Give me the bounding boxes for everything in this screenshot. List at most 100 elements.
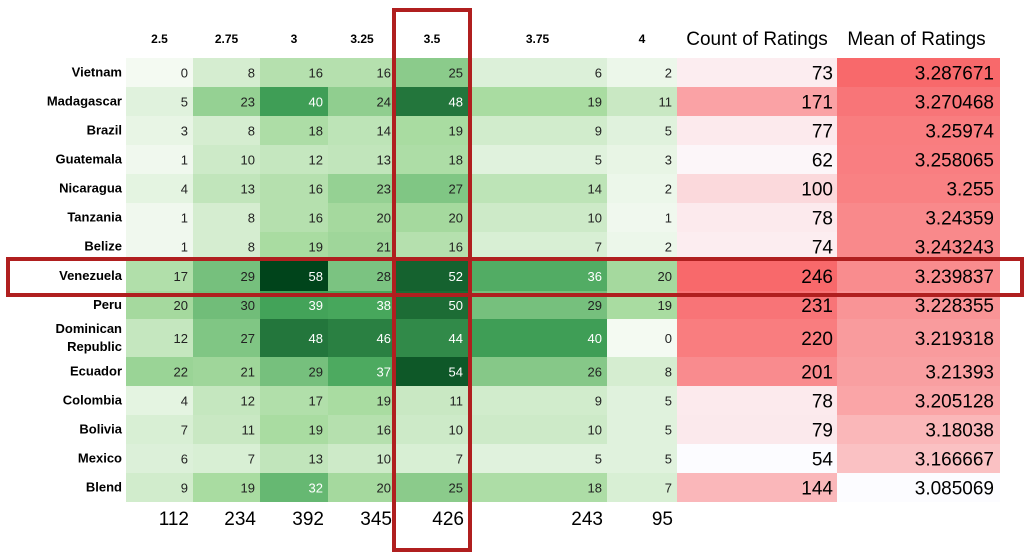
count-cell xyxy=(677,116,837,145)
cell-value: 1 xyxy=(181,211,188,226)
cell-value: 20 xyxy=(174,298,188,313)
cell-value: 29 xyxy=(588,298,602,313)
cell-value: 40 xyxy=(309,95,323,110)
cell-value: 2 xyxy=(665,182,672,197)
heatmap-cell xyxy=(396,473,468,502)
heatmap-cell xyxy=(607,232,677,261)
cell-value: 1 xyxy=(181,153,188,168)
mean-cell xyxy=(837,473,1000,502)
heatmap-cell xyxy=(260,261,328,291)
cell-value: 9 xyxy=(181,481,188,496)
heatmap-cell xyxy=(468,116,607,145)
count-cell xyxy=(677,145,837,174)
count-value: 78 xyxy=(812,209,833,230)
heatmap-cell xyxy=(396,357,468,386)
cell-value: 48 xyxy=(449,95,463,110)
heatmap-cell xyxy=(193,357,260,386)
heatmap-cell xyxy=(607,58,677,87)
heatmap-cell xyxy=(396,232,468,261)
cell-value: 16 xyxy=(377,66,391,81)
mean-cell xyxy=(837,261,1000,291)
heatmap-cell xyxy=(607,319,677,357)
count-value: 144 xyxy=(801,479,833,500)
heatmap-cell xyxy=(607,261,677,291)
count-cell xyxy=(677,415,837,444)
cell-value: 2 xyxy=(665,66,672,81)
cell-value: 8 xyxy=(248,240,255,255)
heatmap-cell xyxy=(260,87,328,116)
cell-value: 44 xyxy=(449,331,463,346)
mean-cell xyxy=(837,319,1000,357)
cell-value: 4 xyxy=(181,182,188,197)
heatmap-cell xyxy=(396,145,468,174)
highlight-row-box xyxy=(6,257,1024,297)
count-cell xyxy=(677,319,837,357)
heatmap-cell xyxy=(607,116,677,145)
mean-value: 3.228355 xyxy=(915,296,994,317)
mean-cell xyxy=(837,58,1000,87)
heatmap-cell xyxy=(193,203,260,232)
cell-value: 11 xyxy=(659,95,673,110)
cell-value: 5 xyxy=(665,124,672,139)
mean-header: Mean of Ratings xyxy=(847,29,985,50)
cell-value: 14 xyxy=(377,124,391,139)
cell-value: 7 xyxy=(595,240,602,255)
cell-value: 13 xyxy=(309,452,323,467)
heatmap-cell xyxy=(328,386,396,415)
mean-value: 3.287671 xyxy=(915,64,994,85)
column-header: 3 xyxy=(291,32,298,46)
heatmap-cell xyxy=(126,444,193,473)
cell-value: 18 xyxy=(588,481,602,496)
row-label: Venezuela xyxy=(59,268,123,283)
heatmap-cell xyxy=(328,357,396,386)
heatmap-cell xyxy=(328,174,396,203)
cell-value: 5 xyxy=(665,423,672,438)
heatmap-cell xyxy=(607,473,677,502)
heatmap-cell xyxy=(193,319,260,357)
count-cell xyxy=(677,174,837,203)
heatmap-cell xyxy=(468,174,607,203)
mean-value: 3.219318 xyxy=(915,329,994,350)
mean-cell xyxy=(837,116,1000,145)
heatmap-cell xyxy=(193,415,260,444)
heatmap-cell xyxy=(193,87,260,116)
cell-value: 22 xyxy=(174,365,188,380)
cell-value: 38 xyxy=(377,298,391,313)
count-value: 54 xyxy=(812,450,834,471)
cell-value: 3 xyxy=(665,153,672,168)
highlight-column-box xyxy=(392,8,472,552)
cell-value: 8 xyxy=(248,211,255,226)
count-cell xyxy=(677,58,837,87)
mean-cell xyxy=(837,145,1000,174)
cell-value: 19 xyxy=(449,124,463,139)
heatmap-cell xyxy=(468,58,607,87)
count-cell xyxy=(677,203,837,232)
heatmap-cell xyxy=(396,261,468,291)
mean-value: 3.243243 xyxy=(915,238,994,259)
cell-value: 7 xyxy=(248,452,255,467)
heatmap-cell xyxy=(126,473,193,502)
cell-value: 20 xyxy=(377,481,391,496)
mean-value: 3.255 xyxy=(946,180,994,201)
count-value: 62 xyxy=(812,151,833,172)
count-value: 77 xyxy=(812,122,833,143)
heatmap-cell xyxy=(468,261,607,291)
cell-value: 8 xyxy=(248,66,255,81)
column-header: 2.5 xyxy=(151,32,168,46)
heatmap-cell xyxy=(607,415,677,444)
heatmap-cell xyxy=(396,386,468,415)
cell-value: 7 xyxy=(665,481,672,496)
cell-value: 18 xyxy=(449,153,463,168)
heatmap-cell xyxy=(396,319,468,357)
cell-value: 24 xyxy=(377,95,391,110)
heatmap-cell xyxy=(126,87,193,116)
cell-value: 16 xyxy=(449,240,463,255)
heatmap-cell xyxy=(193,145,260,174)
heatmap-cell xyxy=(260,145,328,174)
cell-value: 19 xyxy=(658,298,672,313)
heatmap-cell xyxy=(260,386,328,415)
cell-value: 46 xyxy=(377,331,391,346)
heatmap-cell xyxy=(260,473,328,502)
cell-value: 30 xyxy=(241,298,255,313)
mean-value: 3.25974 xyxy=(925,122,994,143)
